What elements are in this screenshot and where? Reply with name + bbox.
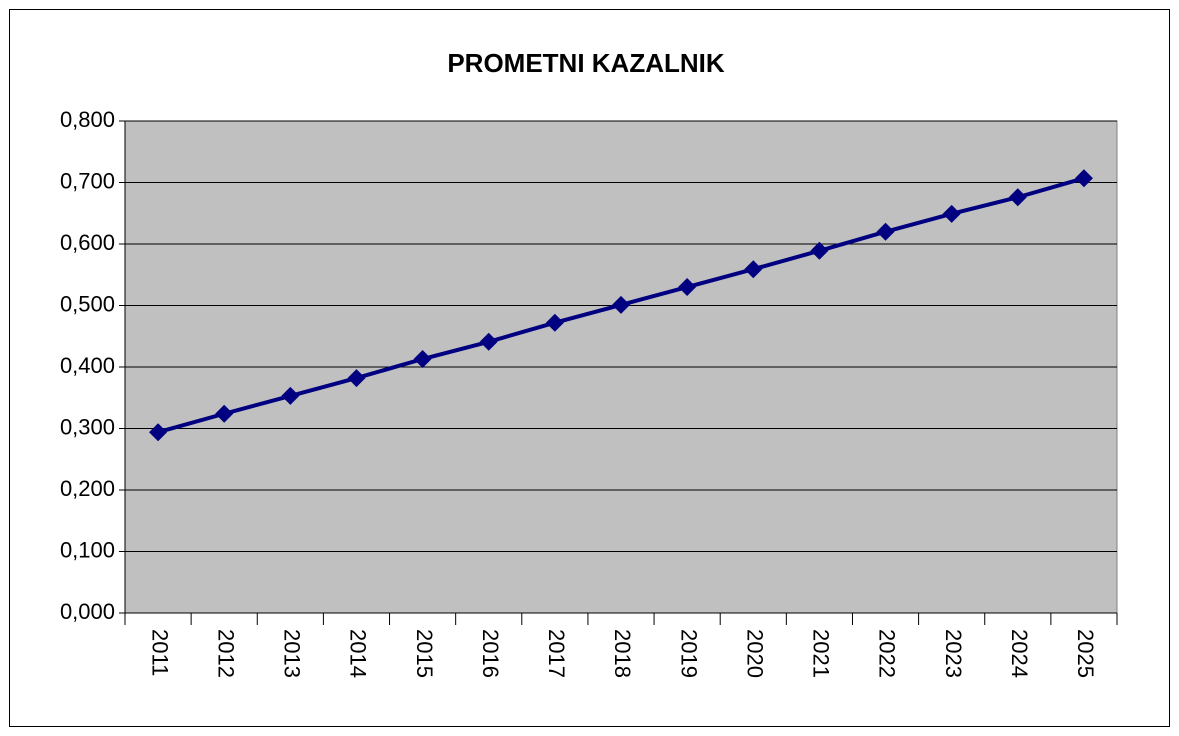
x-tick-label: 2012 <box>213 629 238 678</box>
data-marker <box>1008 188 1027 207</box>
data-marker <box>281 386 300 405</box>
y-tick-label: 0,800 <box>60 107 115 132</box>
y-tick-label: 0,000 <box>60 599 115 624</box>
x-tick-label: 2015 <box>412 629 437 678</box>
y-tick-label: 0,600 <box>60 230 115 255</box>
x-tick-label: 2023 <box>941 629 966 678</box>
data-marker <box>942 204 961 223</box>
x-tick-label: 2024 <box>1007 629 1032 678</box>
data-marker <box>810 241 829 260</box>
data-marker <box>347 369 366 388</box>
x-tick-label: 2011 <box>147 629 172 676</box>
data-marker <box>149 423 168 442</box>
x-tick-label: 2019 <box>676 629 701 678</box>
data-marker <box>215 404 234 423</box>
x-tick-label: 2025 <box>1073 629 1098 678</box>
y-tick-label: 0,200 <box>60 476 115 501</box>
data-marker <box>413 350 432 369</box>
chart-title: PROMETNI KAZALNIK <box>447 48 725 78</box>
data-marker <box>612 295 630 314</box>
y-tick-label: 0,300 <box>60 414 115 439</box>
x-tick-label: 2016 <box>478 629 503 678</box>
x-tick-label: 2022 <box>875 629 900 678</box>
x-tick-label: 2017 <box>544 629 569 678</box>
y-tick-label: 0,500 <box>60 291 115 316</box>
y-tick-label: 0,400 <box>60 353 115 378</box>
x-tick-label: 2021 <box>809 629 834 678</box>
x-tick-label: 2014 <box>346 629 371 678</box>
data-marker <box>876 222 895 241</box>
data-marker <box>744 260 763 279</box>
y-tick-label: 0,100 <box>60 537 115 562</box>
x-tick-label: 2020 <box>742 629 767 678</box>
data-marker <box>545 313 564 332</box>
data-marker <box>678 278 697 297</box>
y-tick-label: 0,700 <box>60 168 115 193</box>
x-tick-label: 2018 <box>610 629 635 678</box>
x-tick-label: 2013 <box>280 629 305 678</box>
data-marker <box>479 332 498 351</box>
data-marker <box>1074 169 1093 188</box>
